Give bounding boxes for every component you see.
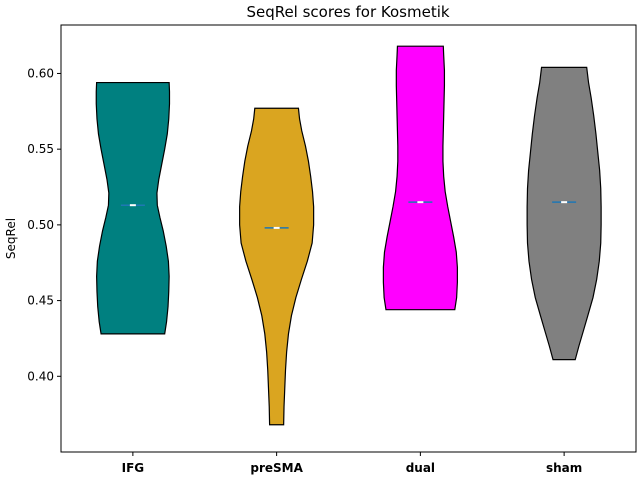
y-tick-label: 0.45 — [27, 294, 54, 308]
violins-layer — [95, 45, 602, 426]
x-tick-label-presma: preSMA — [250, 461, 303, 475]
chart-title: SeqRel scores for Kosmetik — [246, 3, 449, 21]
violin-ifg — [95, 81, 171, 335]
x-tick-label-dual: dual — [406, 461, 435, 475]
y-tick-label: 0.50 — [27, 218, 54, 232]
y-tick-label: 0.60 — [27, 66, 54, 80]
plot-frame — [60, 24, 637, 453]
violin-sham — [526, 66, 602, 361]
x-tick-label-ifg: IFG — [122, 461, 145, 475]
x-axis: IFG preSMA dual sham — [122, 452, 582, 475]
y-axis: 0.40 0.45 0.50 0.55 0.60 — [27, 66, 61, 383]
violin-dual — [382, 45, 458, 311]
y-axis-label: SeqRel — [4, 218, 18, 259]
x-tick-label-sham: sham — [546, 461, 582, 475]
y-tick-label: 0.40 — [27, 369, 54, 383]
violin-presma — [239, 107, 315, 426]
y-tick-label: 0.55 — [27, 142, 54, 156]
